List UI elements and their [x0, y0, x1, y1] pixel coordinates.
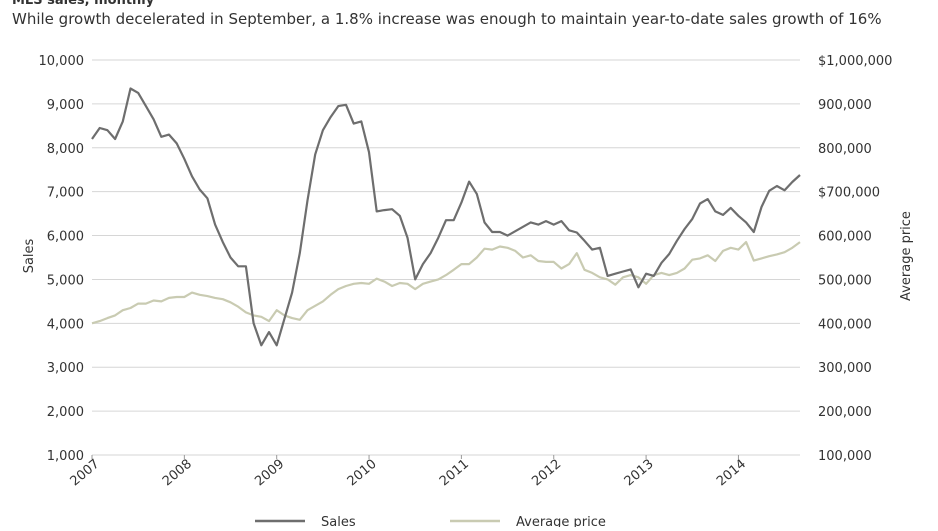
y-tick-label: 6,000: [47, 230, 84, 245]
x-tick-label: 2009: [252, 457, 287, 490]
y-tick-label: 3,000: [47, 361, 84, 376]
legend-label: Sales: [321, 515, 356, 527]
chart-subtitle: While growth decelerated in September, a…: [12, 10, 882, 28]
y2-tick-label: 900,000: [818, 98, 872, 113]
y-axis-label: Sales: [22, 238, 37, 273]
y-tick-label: 5,000: [47, 273, 84, 288]
legend-label: Average price: [516, 515, 606, 527]
y2-tick-label: 300,000: [818, 361, 872, 376]
y2-tick-label: 100,000: [818, 449, 872, 464]
x-tick-label: 2012: [529, 457, 564, 490]
y-tick-label: 8,000: [47, 142, 84, 157]
x-tick-label: 2008: [160, 457, 195, 490]
y2-axis-label: Average price: [899, 211, 914, 301]
y2-tick-label: $1,000,000: [818, 54, 892, 69]
y-tick-label: 1,000: [47, 449, 84, 464]
y2-tick-label: 800,000: [818, 142, 872, 157]
chart-title: MLS sales, monthly: [12, 0, 155, 8]
x-tick-label: 2010: [345, 457, 380, 490]
y-tick-label: 10,000: [39, 54, 85, 69]
x-tick-label: 2013: [622, 457, 657, 490]
y-tick-label: 9,000: [47, 98, 84, 113]
y2-tick-label: 500,000: [818, 273, 872, 288]
x-tick-label: 2014: [714, 457, 749, 490]
y2-tick-label: 200,000: [818, 405, 872, 420]
y-tick-label: 4,000: [47, 317, 84, 332]
y-tick-label: 2,000: [47, 405, 84, 420]
series-line: [91, 241, 801, 325]
y2-tick-label: 600,000: [818, 230, 872, 245]
series-line: [91, 87, 801, 347]
x-tick-label: 2011: [437, 457, 472, 490]
y-tick-label: 7,000: [47, 186, 84, 201]
y2-tick-label: 400,000: [818, 317, 872, 332]
y2-tick-label: $700,000: [818, 186, 880, 201]
